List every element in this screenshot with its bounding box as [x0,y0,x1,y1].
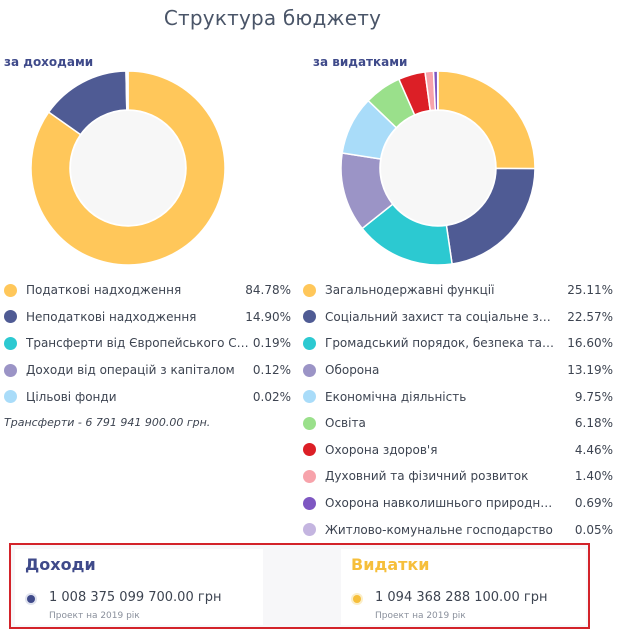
budget-summary-panel: Доходи 1 008 375 099 700.00 грн Проект н… [9,543,590,629]
expense-legend-label: Оборона [325,363,380,378]
expense-subtitle: Проект на 2019 рік [375,611,466,621]
income-legend-item[interactable]: Цільові фонди 0.02% [4,383,291,410]
expense-legend-item[interactable]: Охорона навколишнього природного середов… [303,490,613,517]
income-legend-label: Трансферти від Європейського Союзу [26,336,254,351]
expense-legend-value: 13.19% [567,363,613,378]
expense-amount: 1 094 368 288 100.00 грн [375,590,548,605]
income-summary-heading: Доходи [25,555,96,574]
expense-legend-dot-icon [303,336,316,350]
expense-legend-dot-icon [303,283,316,297]
expense-legend-item[interactable]: Соціальний захист та соціальне забезпече… [303,304,613,331]
expense-legend-label: Соціальний захист та соціальне забезпече… [325,309,557,324]
expense-legend-value: 1.40% [574,469,613,484]
transfers-note: Трансферти - 6 791 941 900.00 грн. [4,416,211,429]
income-legend-value: 0.12% [252,363,291,378]
income-summary-card[interactable]: Доходи 1 008 375 099 700.00 грн Проект н… [15,549,263,625]
income-legend-label: Податкові надходження [26,283,182,298]
expense-legend-value: 0.69% [574,496,613,511]
expense-legend-dot-icon [303,443,316,457]
expense-legend-item[interactable]: Охорона здоров'я 4.46% [303,437,613,464]
income-donut-chart[interactable] [30,70,226,266]
expense-legend-dot-icon [303,469,316,483]
income-legend-value: 84.78% [245,283,291,298]
expense-legend-label: Охорона здоров'я [325,442,438,457]
income-legend-dot-icon [4,390,17,404]
expense-legend-item[interactable]: Громадський порядок, безпека та судова в… [303,330,613,357]
expense-summary-card[interactable]: Видатки 1 094 368 288 100.00 грн Проект … [341,549,586,625]
page-title: Структура бюджету [163,6,382,30]
income-donut-hole [71,111,185,225]
income-legend-label: Доходи від операцій з капіталом [26,363,235,378]
income-legend-dot-icon [4,336,17,350]
expense-legend-value: 22.57% [567,309,613,324]
expense-legend-dot-icon [303,416,316,430]
expense-legend-dot-icon [303,390,316,404]
income-legend-value: 14.90% [245,309,291,324]
expense-legend-label: Громадський порядок, безпека та судова в… [325,336,557,351]
income-legend-item[interactable]: Неподаткові надходження 14.90% [4,304,291,331]
expense-legend-item[interactable]: Економічна діяльність 9.75% [303,383,613,410]
expense-legend-value: 6.18% [574,416,613,431]
expense-legend-item[interactable]: Загальнодержавні функції 25.11% [303,277,613,304]
expense-donut-chart[interactable] [340,70,536,266]
expense-legend-dot-icon [303,496,316,510]
income-legend: Податкові надходження 84.78% Неподаткові н… [4,277,291,410]
expense-legend-label: Охорона навколишнього природного середов… [325,496,557,511]
expense-legend-dot-icon [303,310,316,324]
expense-chart-title: за видатками [313,55,408,69]
expense-legend-dot-icon [303,523,316,537]
income-chart-title: за доходами [4,55,94,69]
expense-summary-heading: Видатки [351,555,430,574]
expense-legend-item[interactable]: Житлово-комунальне господарство 0.05% [303,516,613,543]
expense-legend-value: 16.60% [567,336,613,351]
expense-donut-hole [381,111,495,225]
expense-legend-label: Освіта [325,416,366,431]
income-amount: 1 008 375 099 700.00 грн [49,590,222,605]
income-legend-label: Цільові фонди [26,389,117,404]
income-legend-value: 0.02% [252,389,291,404]
expense-legend-label: Загальнодержавні функції [325,283,495,298]
expense-legend-label: Економічна діяльність [325,389,467,404]
income-slice-0[interactable] [30,70,226,266]
expense-legend-item[interactable]: Духовний та фізичний розвиток 1.40% [303,463,613,490]
expense-legend-label: Духовний та фізичний розвиток [325,469,529,484]
expense-legend: Загальнодержавні функції 25.11% Соціальний… [303,277,613,543]
expense-legend-dot-icon [303,363,316,377]
expense-legend-item[interactable]: Освіта 6.18% [303,410,613,437]
income-legend-dot-icon [4,310,17,324]
income-legend-label: Неподаткові надходження [26,309,197,324]
expense-legend-item[interactable]: Оборона 13.19% [303,357,613,384]
expense-legend-value: 25.11% [567,283,613,298]
expense-legend-label: Житлово-комунальне господарство [325,522,553,537]
expense-legend-value: 4.46% [574,442,613,457]
income-legend-value: 0.19% [252,336,291,351]
expense-radio-icon [353,595,361,603]
expense-legend-value: 0.05% [574,522,613,537]
income-legend-item[interactable]: Трансферти від Європейського Союзу 0.19% [4,330,291,357]
income-subtitle: Проект на 2019 рік [49,611,140,621]
income-legend-item[interactable]: Податкові надходження 84.78% [4,277,291,304]
income-radio-icon [27,595,35,603]
income-legend-dot-icon [4,363,17,377]
income-legend-dot-icon [4,283,17,297]
expense-legend-value: 9.75% [574,389,613,404]
income-legend-item[interactable]: Доходи від операцій з капіталом 0.12% [4,357,291,384]
